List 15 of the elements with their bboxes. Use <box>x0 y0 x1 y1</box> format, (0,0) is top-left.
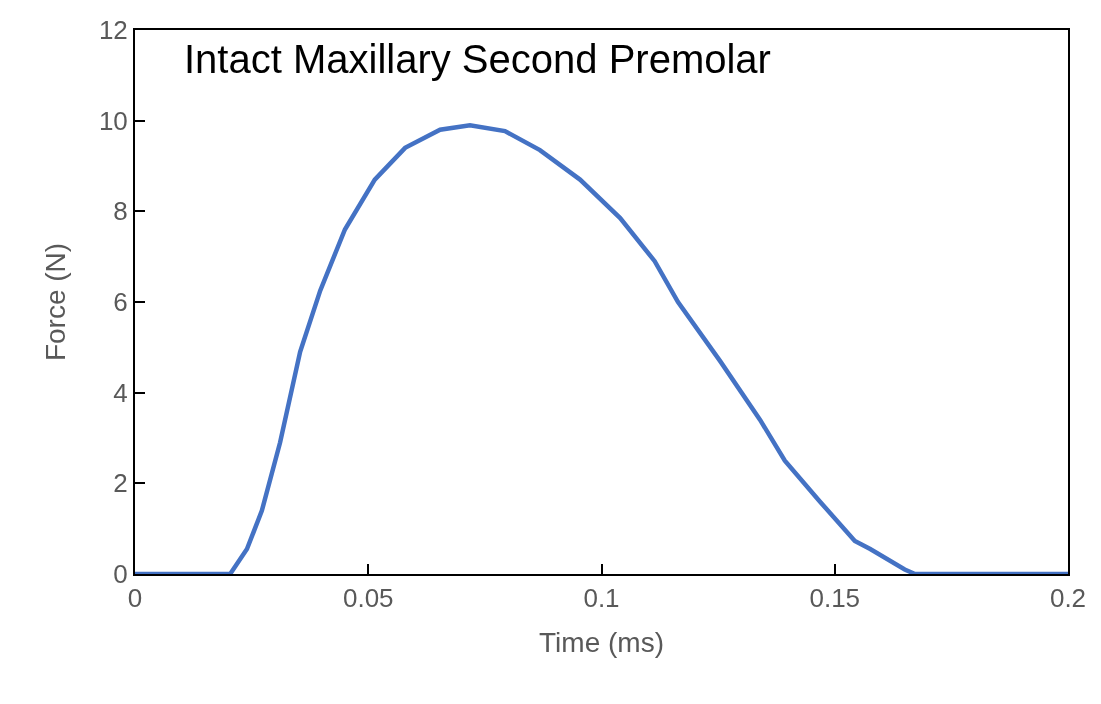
annotation: Intact Maxillary Second Premolar <box>184 37 771 81</box>
y-tick-label: 0 <box>113 559 128 590</box>
x-axis-title: Time (ms) <box>539 626 664 658</box>
y-tick-label: 6 <box>113 287 128 318</box>
x-tick-label: 0.15 <box>809 583 861 614</box>
x-tick-label: 0.05 <box>342 583 394 614</box>
y-tick-label: 10 <box>98 105 128 136</box>
x-tick-label: 0.2 <box>1049 583 1087 614</box>
y-tick-label: 2 <box>113 468 128 499</box>
line-series <box>135 122 1068 574</box>
y-tick-label: 8 <box>113 196 128 227</box>
y-tick-label: 12 <box>98 15 128 46</box>
y-tick-label: 4 <box>113 377 128 408</box>
y-axis-title: Force (N) <box>40 242 72 362</box>
x-tick-label: 0.1 <box>583 583 620 614</box>
